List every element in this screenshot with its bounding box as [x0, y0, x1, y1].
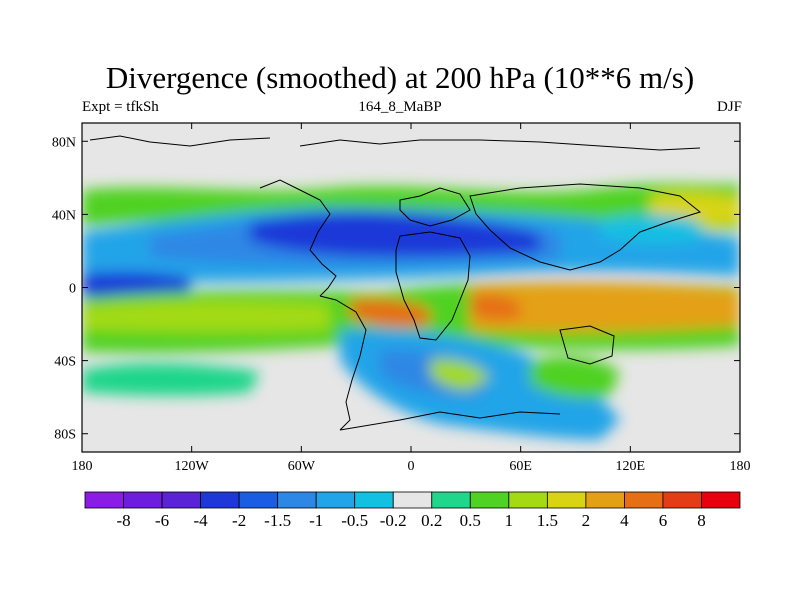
y-tick-label: 40N	[52, 208, 76, 223]
field-indian-ocean-divergence	[470, 282, 740, 333]
colorbar-label: 8	[697, 511, 706, 530]
colorbar-box	[315, 491, 356, 509]
colorbar-label: 1	[505, 511, 514, 530]
x-tick-label: 180	[730, 459, 751, 474]
colorbar-label: -8	[116, 511, 130, 530]
colorbar-label: -1	[309, 511, 323, 530]
arctic-coast-east	[299, 139, 701, 151]
colorbar-box	[508, 491, 548, 509]
colorbar: -8 -6 -4 -2 -1.5 -1 -0.5 -0.2 0.2 0.5 1 1.5 2 4 6 8	[84, 491, 741, 530]
y-axis: 80N 40N 0 40S 80S	[52, 135, 740, 443]
field-s-indian-divergence	[530, 356, 620, 399]
field-atlantic-divergence	[350, 298, 430, 327]
colorbar-box	[701, 491, 741, 509]
colorbar-label: 4	[620, 511, 629, 530]
field-africa-divergence	[470, 294, 520, 320]
colorbar-label: 2	[582, 511, 591, 530]
colorbar-box	[392, 491, 433, 509]
y-tick-label: 80N	[52, 135, 76, 150]
colorbar-box	[84, 491, 124, 509]
colorbar-label: 1.5	[537, 511, 558, 530]
colorbar-box	[662, 491, 702, 509]
y-tick-label: 80S	[54, 428, 76, 443]
colorbar-label: -0.5	[341, 511, 368, 530]
colorbar-label: -4	[194, 511, 209, 530]
x-tick-label: 0	[408, 459, 415, 474]
y-tick-label: 0	[69, 282, 76, 297]
field-sh-green-patch	[82, 363, 260, 396]
europe-coast	[399, 187, 471, 227]
field-convergence-core	[250, 212, 540, 257]
x-tick-label: 120W	[175, 459, 210, 474]
colorbar-label: -6	[155, 511, 169, 530]
field-sh-divergence-spot	[430, 358, 490, 390]
colorbar-box	[624, 491, 664, 509]
africa-coast	[395, 231, 471, 341]
experiment-label: Expt = tfkSh	[82, 99, 159, 115]
colorbar-box	[431, 491, 471, 509]
australia-coast	[559, 325, 615, 365]
colorbar-box	[546, 491, 587, 509]
arctic-coast	[89, 135, 271, 147]
antarctic-coast	[339, 411, 561, 431]
colorbar-box	[585, 491, 625, 509]
colorbar-box	[200, 491, 240, 509]
field-equatorial-convergence	[82, 271, 190, 298]
colorbar-box	[354, 491, 394, 509]
colorbar-label: 0.2	[421, 511, 442, 530]
x-tick-label: 60E	[509, 459, 532, 474]
south-america-coast	[319, 295, 367, 431]
x-tick-label: 180	[72, 459, 93, 474]
colorbar-label: -1.5	[264, 511, 291, 530]
colorbar-box	[277, 491, 317, 509]
colorbar-label: -0.2	[380, 511, 407, 530]
x-tick-label: 60W	[288, 459, 316, 474]
x-tick-label: 120E	[616, 459, 646, 474]
colorbar-box	[123, 491, 163, 509]
colorbar-box	[238, 491, 279, 509]
x-axis: 180 120W 60W 0 60E 120E 180	[72, 123, 751, 474]
season-label: DJF	[716, 99, 742, 115]
colorbar-label: -2	[232, 511, 246, 530]
colorbar-box	[161, 491, 201, 509]
period-label: 164_8_MaBP	[358, 99, 442, 115]
north-america-coast	[259, 179, 337, 297]
divergence-field	[82, 183, 740, 440]
colorbar-label: 6	[659, 511, 668, 530]
y-tick-label: 40S	[54, 355, 76, 370]
coastlines	[89, 135, 702, 431]
field-nw-pacific-patch	[600, 214, 700, 244]
asia-coast	[469, 183, 702, 271]
colorbar-label: 0.5	[460, 511, 481, 530]
chart-title: Divergence (smoothed) at 200 hPa (10**6 …	[105, 60, 695, 95]
field-sh-divergence-west	[82, 300, 330, 333]
colorbar-box	[469, 491, 510, 509]
